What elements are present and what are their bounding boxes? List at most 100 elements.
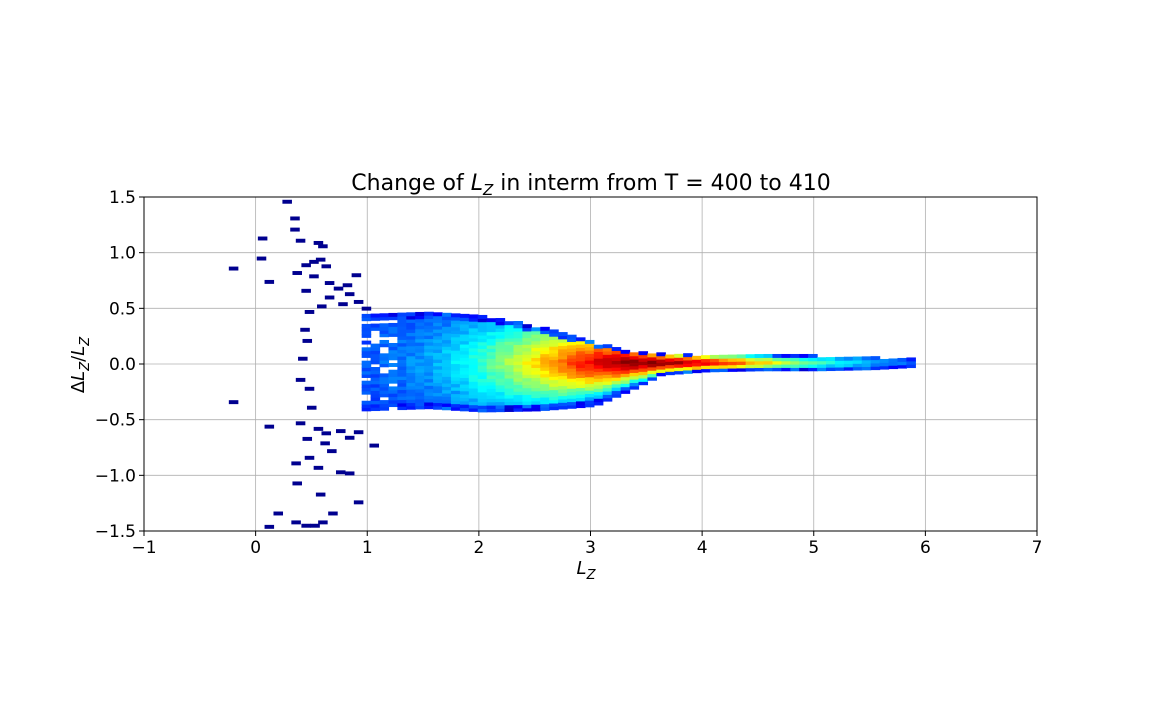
heatmap-bin [379,400,390,405]
heatmap-bin [450,406,461,411]
outlier-bin [313,465,324,470]
heatmap-bin [540,373,550,378]
heatmap-bin [611,370,622,375]
outlier-bin [317,304,327,309]
heatmap-bin [656,372,666,377]
heatmap-bin [522,380,532,385]
heatmap-bin [513,377,524,382]
heatmap-bin [522,360,532,365]
heatmap-bin [450,403,461,408]
outlier-bin [318,520,328,525]
heatmap-bin [593,344,604,349]
heatmap-bin [808,357,818,362]
heatmap-bin [549,392,559,397]
heatmap-bin [513,334,524,339]
heatmap-bin [406,312,416,317]
heatmap-bin [772,353,782,358]
heatmap-bin [531,327,541,332]
heatmap-bin [424,331,434,336]
outlier-bin [369,443,380,448]
heatmap-bin [415,345,425,350]
heatmap-bin [826,360,836,365]
heatmap-bin [424,381,434,386]
heatmap-bin [477,314,488,319]
heatmap-bin [415,365,425,370]
heatmap-bin [522,400,532,405]
heatmap-bin [468,401,479,406]
heatmap-bin [567,344,577,349]
outlier-bin [309,259,319,264]
heatmap-bin [808,367,818,372]
heatmap-bin [567,391,577,396]
heatmap-bin [593,394,604,399]
heatmap-bin [442,356,452,361]
heatmap-bin [504,377,515,382]
heatmap-bin [531,354,541,358]
heatmap-bin [433,328,443,333]
y-axis-label-delta: Δ [68,380,89,393]
heatmap-bin [683,369,693,374]
heatmap-bin [638,361,649,366]
heatmap-bin [450,350,461,355]
heatmap-bin [817,357,827,362]
heatmap-bin [540,330,550,335]
heatmap-bin [897,361,907,366]
heatmap-bin [468,371,479,376]
outlier-bin [295,238,306,243]
heatmap-bin [370,370,381,375]
heatmap-bin [772,357,782,362]
heatmap-bin [379,326,390,331]
heatmap-bin [647,363,657,368]
heatmap-bin [602,357,613,362]
heatmap-bin [379,376,390,381]
heatmap-bin [531,380,541,385]
heatmap-bin [629,358,640,363]
heatmap-bin [415,372,425,377]
heatmap-bin [504,357,515,362]
heatmap-bin [450,393,461,398]
heatmap-bin [531,330,541,335]
heatmap-bin [656,355,666,360]
heatmap-bin [549,402,559,407]
heatmap-bin [611,390,622,395]
heatmap-bin [549,382,559,387]
heatmap-bin [611,357,622,362]
heatmap-bin [459,340,470,345]
heatmap-bin [629,372,640,377]
heatmap-bin [513,337,524,342]
outlier-bin [298,356,308,361]
heatmap-bin [531,374,541,379]
heatmap-bin [424,405,434,410]
heatmap-bin [567,401,577,406]
heatmap-bin [843,366,854,371]
outlier-bin [361,306,372,311]
heatmap-bin [540,353,550,358]
outlier-bin [315,257,326,262]
heatmap-bin [540,346,550,351]
heatmap-bin [370,403,381,408]
heatmap-bin [674,360,684,365]
heatmap-bin [799,353,809,358]
heatmap-bin [674,370,684,375]
heatmap-bin [450,390,461,395]
heatmap-bin [486,374,497,379]
heatmap-bin [397,406,407,411]
heatmap-bin [433,335,443,340]
heatmap-bin [772,364,782,368]
heatmap-bin [388,369,398,374]
heatmap-bin [826,363,836,368]
y-axis-label-var2: L [68,346,89,356]
heatmap-bin [406,372,416,377]
heatmap-bin [406,365,416,370]
heatmap-bin [397,369,407,374]
heatmap-bin [477,371,488,376]
heatmap-bin [424,385,434,390]
heatmap-bin [459,367,470,372]
heatmap-bin [424,341,434,346]
heatmap-bin [468,364,479,369]
heatmap-bin [450,363,461,368]
heatmap-bin [584,339,595,344]
heatmap-bin [531,404,541,409]
heatmap-bin [522,350,532,355]
heatmap-bin [379,383,390,388]
